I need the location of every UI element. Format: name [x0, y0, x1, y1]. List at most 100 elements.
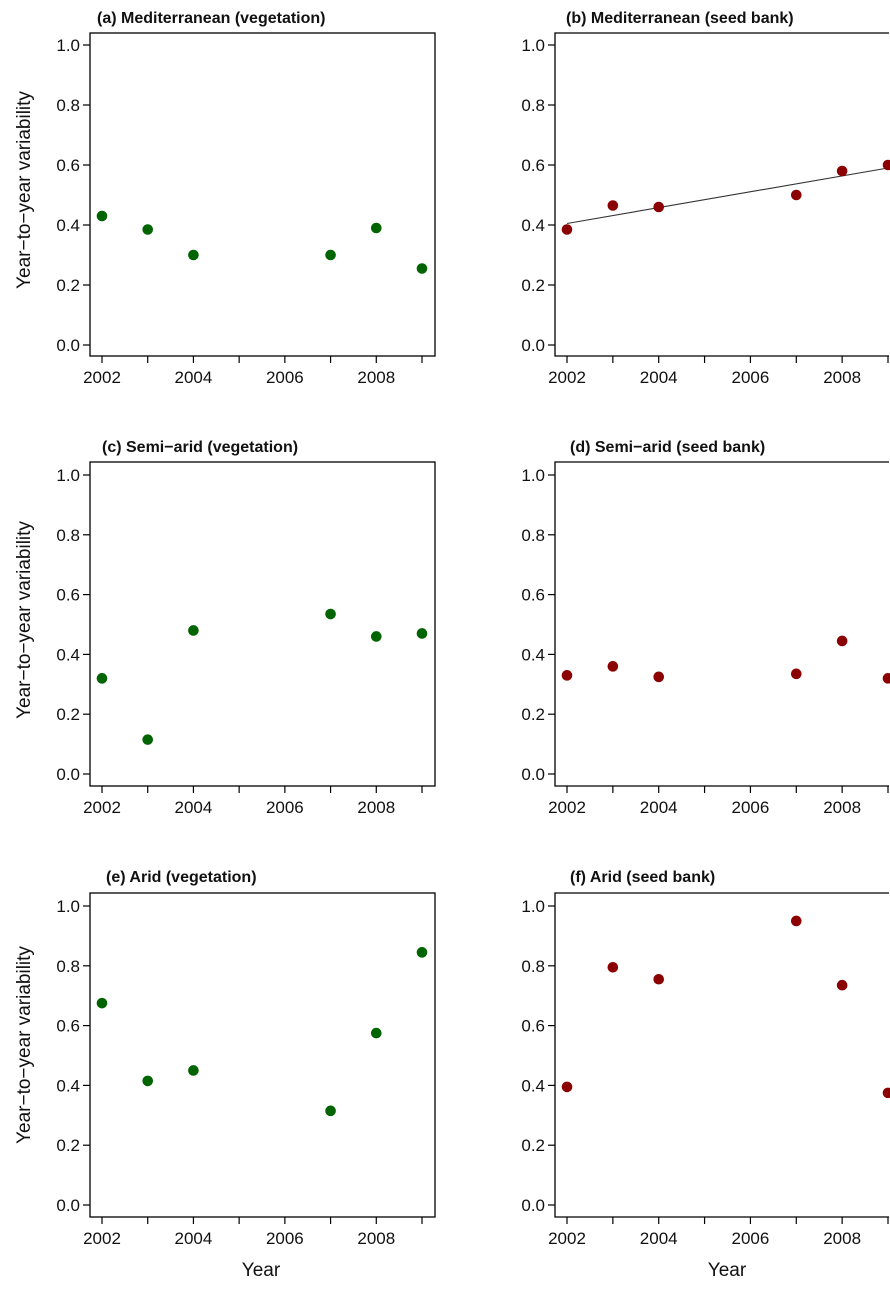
panel-f-title: (f) Arid (seed bank) [570, 869, 715, 886]
y-tick-label: 0.2 [521, 1136, 545, 1155]
data-point [96, 997, 108, 1009]
x-tick-label: 2004 [175, 1229, 213, 1248]
plot-frame [554, 892, 889, 1218]
x-tick-label: 2008 [823, 798, 861, 817]
data-point [653, 671, 665, 683]
panel-e-title: (e) Arid (vegetation) [106, 869, 257, 886]
panel-b-title: (b) Mediterranean (seed bank) [566, 10, 794, 27]
y-tick-label: 0.0 [521, 336, 545, 355]
panel-d-plot: 0.0 0.2 0.4 0.6 0.8 1.0 2002 2004 2006 2008 [521, 461, 890, 817]
y-tick-label: 0.0 [56, 1196, 80, 1215]
data-point [607, 661, 619, 672]
y-tick-label: 0.6 [521, 1017, 545, 1036]
y-tick-label: 1.0 [56, 897, 80, 916]
x-tick-label: 2002 [548, 368, 586, 387]
data-point [188, 1065, 199, 1076]
panel-e-x-axis-label: Year [242, 1260, 281, 1281]
panel-d: (d) Semi−arid (seed bank) 0.00.20.40.60.… [521, 439, 890, 817]
data-point [790, 668, 802, 680]
x-tick-label: 2006 [732, 368, 770, 387]
y-tick-label: 0.8 [56, 96, 80, 115]
panel-c-title: (c) Semi−arid (vegetation) [102, 439, 298, 456]
data-point [561, 224, 573, 235]
data-point [836, 979, 848, 991]
y-tick-label: 0.4 [521, 645, 545, 664]
y-tick-label: 1.0 [521, 466, 545, 485]
y-tick-label: 0.0 [521, 1196, 545, 1215]
panel-c-y-axis-label: Year−to−year variability [14, 521, 35, 719]
x-tick-label: 2008 [823, 368, 861, 387]
panel-b-plot: 0.0 0.2 0.4 0.6 0.8 1.0 2002 2004 2006 2008 [521, 32, 890, 387]
y-tick-label: 1.0 [521, 897, 545, 916]
y-tick-label: 0.6 [56, 156, 80, 175]
data-point [370, 631, 382, 642]
plot-frame [554, 32, 889, 357]
data-point [653, 973, 665, 985]
panel-d-title: (d) Semi−arid (seed bank) [570, 439, 765, 456]
data-point [96, 673, 108, 684]
data-point [882, 1087, 890, 1099]
plot-frame [89, 32, 436, 357]
data-point [790, 189, 802, 201]
x-tick-label: 2004 [640, 368, 678, 387]
data-point [653, 201, 665, 213]
y-tick-label: 0.8 [521, 957, 545, 976]
data-point [882, 159, 890, 171]
x-tick-label: 2002 [548, 798, 586, 817]
y-tick-label: 1.0 [56, 36, 80, 55]
data-point [836, 635, 848, 647]
data-point [325, 249, 336, 261]
y-tick-label: 0.0 [521, 765, 545, 784]
x-tick-label: 2002 [83, 798, 121, 817]
panel-a-plot: 0.0 0.2 0.4 0.6 0.8 1.0 2002 2004 2006 2008 [56, 32, 436, 387]
x-tick-label: 2008 [357, 368, 395, 387]
y-tick-label: 0.8 [521, 96, 545, 115]
y-tick-label: 0.4 [521, 1076, 545, 1095]
data-point [416, 263, 428, 274]
x-tick-label: 2004 [175, 368, 213, 387]
panel-e-y-axis-label: Year−to−year variability [14, 946, 35, 1144]
plot-frame [89, 892, 436, 1218]
data-point [416, 947, 428, 958]
y-tick-label: 0.4 [56, 216, 80, 235]
x-tick-label: 2006 [732, 798, 770, 817]
panel-e: (e) Arid (vegetation) Year−to−year varia… [14, 869, 436, 1281]
data-point [370, 1027, 382, 1039]
y-tick-label: 0.2 [56, 705, 80, 724]
y-tick-label: 0.4 [56, 1076, 80, 1095]
plot-frame [554, 461, 889, 787]
data-point [561, 670, 573, 681]
data-point [607, 200, 619, 211]
panel-a-y-axis-label: Year−to−year variability [14, 91, 35, 289]
trend-line [566, 167, 889, 225]
panel-c-plot: 0.0 0.2 0.4 0.6 0.8 1.0 2002 2004 2006 2008 [56, 461, 436, 817]
y-tick-label: 0.2 [521, 705, 545, 724]
data-point [325, 608, 336, 620]
panel-f-x-axis-label: Year [708, 1260, 747, 1281]
y-tick-label: 0.6 [521, 156, 545, 175]
plot-frame [89, 461, 436, 787]
x-tick-label: 2004 [640, 798, 678, 817]
y-tick-label: 0.2 [56, 276, 80, 295]
data-point [188, 625, 199, 636]
y-tick-label: 0.4 [521, 216, 545, 235]
x-tick-label: 2004 [640, 1229, 678, 1248]
data-point [607, 961, 619, 973]
y-tick-label: 0.6 [56, 586, 80, 605]
y-tick-label: 0.2 [521, 276, 545, 295]
y-tick-label: 0.4 [56, 645, 80, 664]
x-tick-label: 2008 [357, 1229, 395, 1248]
panel-a-title: (a) Mediterranean (vegetation) [97, 10, 325, 27]
y-tick-label: 1.0 [56, 466, 80, 485]
data-point [142, 1075, 154, 1087]
data-point [561, 1081, 573, 1093]
data-point [325, 1105, 336, 1117]
data-point [188, 249, 199, 261]
y-tick-label: 0.8 [521, 526, 545, 545]
x-tick-label: 2008 [357, 798, 395, 817]
data-point [142, 734, 154, 745]
data-point [370, 222, 382, 234]
y-tick-label: 0.0 [56, 765, 80, 784]
y-tick-label: 0.0 [56, 336, 80, 355]
